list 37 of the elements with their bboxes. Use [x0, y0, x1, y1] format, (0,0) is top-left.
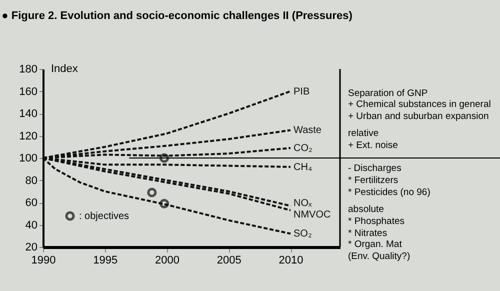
series-label: CH₄ — [294, 162, 312, 173]
y-tick-label: 40 — [25, 219, 38, 232]
x-tick-label: 1995 — [93, 254, 118, 266]
legend-label: : objectives — [79, 211, 130, 222]
text: + Urban and suburban expansion — [348, 111, 489, 122]
series-label: PIB — [294, 86, 310, 98]
series-label: NOₓ — [294, 198, 312, 209]
x-tick-label: 2000 — [155, 254, 180, 266]
y-tick-label: 60 — [25, 197, 38, 209]
y-tick-label: 100 — [19, 152, 38, 164]
series-label: NMVOC — [294, 209, 331, 220]
x-tick-label: 1990 — [31, 254, 56, 266]
text: Separation of GNP — [348, 88, 428, 99]
x-tick-label: 2005 — [216, 254, 242, 266]
text: absolute — [348, 204, 384, 215]
y-tick-label: 140 — [19, 108, 38, 120]
chart-title: ● Figure 2. Evolution and socio-economic challenges II (Pressures) — [2, 10, 353, 22]
text: - Discharges — [348, 163, 402, 174]
text: (Env. Quality?) — [348, 251, 410, 262]
text: + Chemical substances in general — [348, 99, 491, 110]
series-label: Waste — [294, 125, 322, 136]
text: * Organ. Mat — [348, 239, 402, 250]
y-tick-label: 20 — [25, 242, 38, 254]
text: + Ext. noise — [348, 140, 398, 151]
text: * Phosphates — [348, 216, 405, 227]
y-tick-label: 160 — [19, 86, 38, 98]
series-label: SO₂ — [294, 228, 312, 240]
y-tick-label: 180 — [19, 64, 38, 76]
text: relative — [348, 128, 379, 139]
text: * Fertilitzers — [348, 175, 398, 186]
y-axis-title: Index — [51, 63, 78, 75]
x-tick-label: 2010 — [278, 254, 304, 266]
series-label: CO₂ — [294, 142, 312, 154]
y-tick-label: 120 — [19, 130, 38, 142]
text: * Nitrates — [348, 228, 388, 239]
text: * Pesticides (no 96) — [348, 187, 430, 198]
y-tick-label: 80 — [25, 174, 38, 187]
